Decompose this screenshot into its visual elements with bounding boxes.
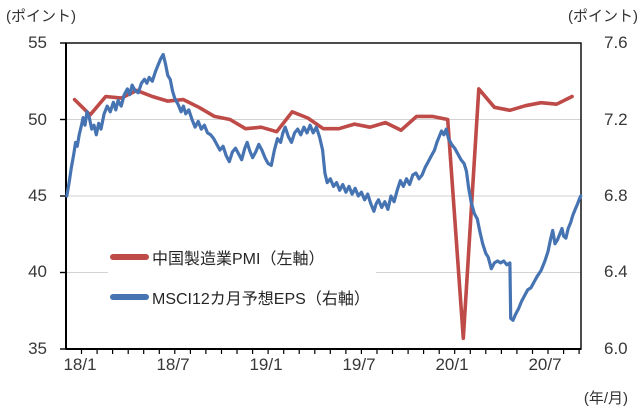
x-axis-tick-19-7: 19/7 bbox=[342, 355, 376, 374]
legend-label-pmi: 中国製造業PMI（左軸） bbox=[152, 251, 325, 268]
series-line-eps bbox=[65, 52, 583, 322]
right-axis-tick-6-4: 6.4 bbox=[604, 262, 628, 281]
right-axis-tick-7-2: 7.2 bbox=[604, 110, 628, 129]
x-axis-tick-19-1: 19/1 bbox=[249, 355, 283, 374]
series-line-pmi bbox=[72, 87, 574, 341]
legend-label-eps: MSCI12カ月予想EPS（右軸） bbox=[152, 291, 370, 308]
right-axis-tick-6-8: 6.8 bbox=[604, 186, 628, 205]
left-axis-tick-35: 35 bbox=[28, 339, 47, 358]
right-axis-unit-label: (ポイント) bbox=[568, 8, 638, 25]
left-axis-tick-50: 50 bbox=[28, 110, 47, 129]
right-axis-tick-7-6: 7.6 bbox=[604, 33, 628, 52]
x-axis-tick-18-1: 18/1 bbox=[63, 355, 97, 374]
left-axis-unit-label: (ポイント) bbox=[6, 8, 76, 25]
left-axis-tick-55: 55 bbox=[28, 33, 47, 52]
left-axis-tick-45: 45 bbox=[28, 186, 47, 205]
x-axis-tick-18-7: 18/7 bbox=[156, 355, 190, 374]
pmi-line-swatch bbox=[110, 254, 149, 260]
x-axis-tick-20-7: 20/7 bbox=[528, 355, 562, 374]
left-axis-tick-40: 40 bbox=[28, 262, 47, 281]
x-axis-unit-label: (年/月) bbox=[583, 390, 628, 407]
x-axis-tick-20-1: 20/1 bbox=[435, 355, 469, 374]
legend-item-pmi: 中国製造業PMI（左軸） bbox=[110, 245, 370, 269]
legend-item-eps: MSCI12カ月予想EPS（右軸） bbox=[110, 285, 370, 309]
legend: 中国製造業PMI（左軸） MSCI12カ月予想EPS（右軸） bbox=[108, 245, 376, 325]
eps-line-swatch bbox=[110, 294, 149, 300]
right-axis-tick-6-0: 6.0 bbox=[604, 339, 628, 358]
